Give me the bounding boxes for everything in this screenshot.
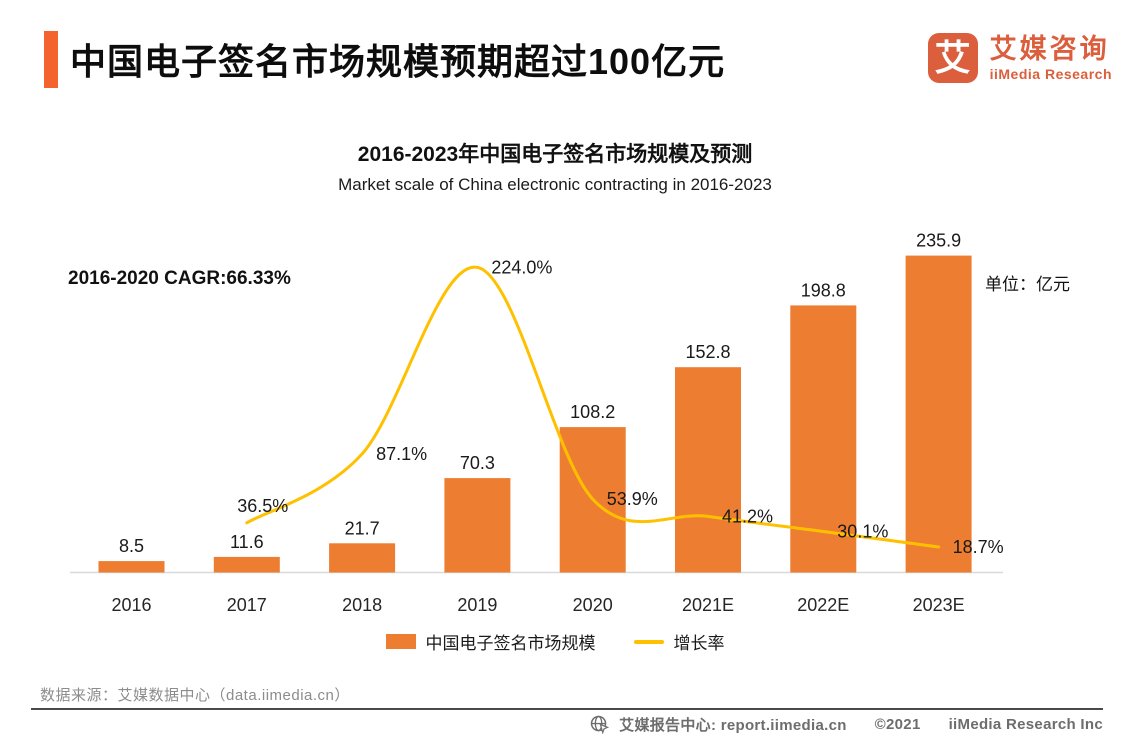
chart-title: 2016-2023年中国电子签名市场规模及预测 [357,143,753,166]
x-axis-label-2022E: 2022E [797,595,849,615]
bar-value-label-2021E: 152.8 [685,342,730,362]
report-center-link: 艾媒报告中心: report.iimedia.cn [619,717,847,734]
data-source-note: 数据来源：艾媒数据中心（data.iimedia.cn） [40,687,350,704]
bar-value-label-2018: 21.7 [345,518,380,538]
growth-label-36.5%: 36.5% [237,496,288,516]
brand-logo-glyph: 艾 [934,37,971,78]
chart-legend: 中国电子签名市场规模 增长率 [0,629,1110,654]
bar-2018 [329,543,396,573]
unit-label: 单位：亿元 [985,275,1070,294]
x-axis-label-2016: 2016 [111,595,151,615]
bar-value-label-2020: 108.2 [570,402,615,422]
legend-line-label: 增长率 [673,634,725,653]
growth-label-224.0%: 224.0% [491,257,552,277]
cagr-annotation: 2016-2020 CAGR:66.33% [68,268,291,289]
growth-label-41.2%: 41.2% [722,506,773,526]
bar-2016 [98,561,165,573]
legend-bar-label: 中国电子签名市场规模 [425,634,596,653]
bar-2019 [444,478,511,573]
bar-2023E [905,255,972,573]
footer-bar: 艾媒报告中心: report.iimedia.cn ©2021 iiMedia … [590,714,1103,735]
brand-name-cn: 艾媒咨询 [989,34,1110,65]
brand-name-en: iiMedia Research [989,65,1112,82]
bar-value-label-2022E: 198.8 [801,280,846,300]
brand-logo: 艾 艾媒咨询 iiMedia Research [927,33,1112,83]
footer-divider [31,708,1103,710]
bar-value-label-2019: 70.3 [460,453,495,473]
x-axis-label-2021E: 2021E [682,595,734,615]
x-axis-label-2018: 2018 [342,595,382,615]
chart-subtitle: Market scale of China electronic contrac… [338,175,772,194]
growth-label-53.9%: 53.9% [607,489,658,509]
bar-value-label-2016: 8.5 [119,536,144,556]
bar-value-label-2017: 11.6 [230,532,264,552]
globe-cursor-icon [590,715,610,734]
brand-logo-icon: 艾 [927,33,978,83]
title-accent-bar [44,31,58,88]
bar-value-label-2023E: 235.9 [916,231,961,251]
growth-label-30.1%: 30.1% [837,522,888,542]
growth-label-87.1%: 87.1% [376,444,427,464]
brand-logo-text: 艾媒咨询 iiMedia Research [990,34,1112,81]
copyright-text: ©2021 [874,716,921,733]
legend-line-swatch [633,639,664,644]
growth-rate-line [245,265,941,549]
page-title: 中国电子签名市场规模预期超过100亿元 [70,41,726,82]
x-axis-label-2017: 2017 [227,595,267,615]
x-axis-label-2020: 2020 [573,595,613,615]
bar-2017 [213,556,280,573]
x-axis-label-2019: 2019 [457,595,497,615]
bar-2021E [675,367,741,573]
company-name: iiMedia Research Inc [948,716,1103,733]
x-axis-label-2023E: 2023E [913,595,965,615]
growth-label-18.7%: 18.7% [953,537,1004,557]
legend-bar-swatch [385,634,416,649]
